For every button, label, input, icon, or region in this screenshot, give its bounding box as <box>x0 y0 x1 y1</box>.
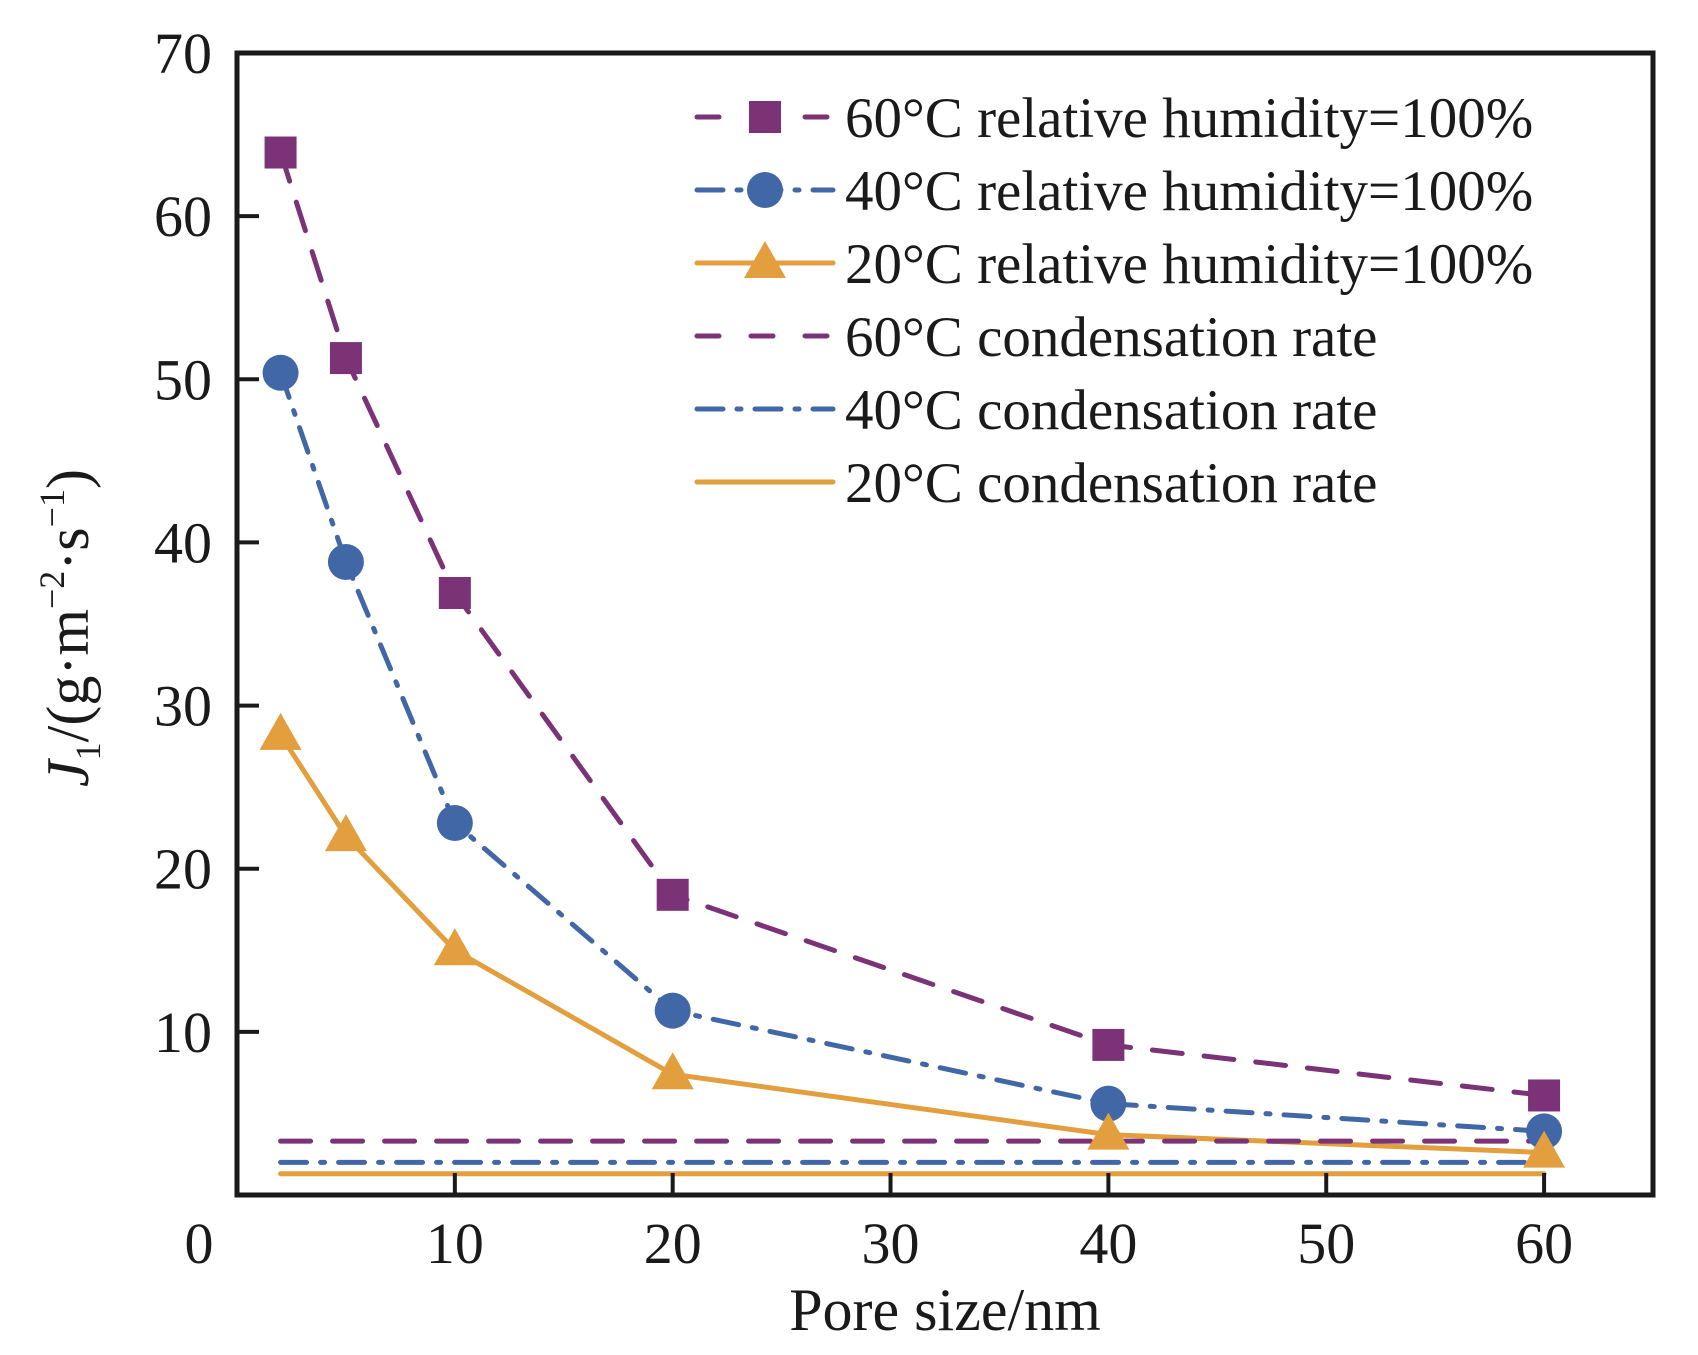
legend-item-20c-condensation-rate: 20°C condensation rate <box>694 452 1377 515</box>
legend-item-20c-relative-humidity-100: 20°C relative humidity=100% <box>694 233 1533 296</box>
legend-label: 60°C relative humidity=100% <box>845 87 1533 150</box>
legend-marker-square-icon <box>749 101 781 133</box>
y-axis-units-prefix: /(g·m <box>35 609 101 742</box>
y-axis-units-mid: ·s <box>35 527 101 570</box>
legend-marker-circle-icon <box>747 172 783 208</box>
data-point-40c-relative-humidity-100 <box>262 354 299 391</box>
data-point-60c-relative-humidity-100 <box>438 577 471 610</box>
data-point-20c-relative-humidity-100 <box>324 814 367 852</box>
legend-label: 20°C condensation rate <box>845 452 1377 515</box>
data-point-40c-relative-humidity-100 <box>436 805 473 842</box>
y-axis-units-suffix: ) <box>35 469 101 489</box>
legend-item-60c-relative-humidity-100: 60°C relative humidity=100% <box>694 87 1533 150</box>
legend: 60°C relative humidity=100% 40°C relative… <box>694 87 1533 515</box>
y-tick-label: 40 <box>154 510 212 575</box>
y-axis-symbol: J <box>35 758 101 787</box>
data-point-40c-relative-humidity-100 <box>654 992 691 1029</box>
legend-item-40c-condensation-rate: 40°C condensation rate <box>694 379 1377 442</box>
data-point-20c-relative-humidity-100 <box>259 712 302 750</box>
data-point-60c-relative-humidity-100 <box>1092 1028 1125 1061</box>
series-line-60c-relative-humidity-100 <box>278 150 1547 1098</box>
plot-frame <box>234 50 1656 1198</box>
y-axis-exp1: −2 <box>32 571 72 609</box>
data-point-20c-relative-humidity-100 <box>651 1052 694 1090</box>
data-point-60c-relative-humidity-100 <box>656 878 689 911</box>
y-tick-label: 30 <box>154 674 212 739</box>
y-tick-label: 50 <box>154 347 212 412</box>
x-tick-label: 40 <box>1079 1211 1137 1276</box>
data-point-60c-relative-humidity-100 <box>264 136 297 169</box>
data-point-20c-relative-humidity-100 <box>1523 1130 1566 1168</box>
data-point-20c-relative-humidity-100 <box>433 928 476 966</box>
x-tick-label: 50 <box>1297 1211 1355 1276</box>
x-tick-label: 60 <box>1515 1211 1573 1276</box>
x-tick-label: 20 <box>644 1211 702 1276</box>
legend-label: 20°C relative humidity=100% <box>845 233 1533 296</box>
y-axis-title: J1/(g·m−2·s−1) <box>32 469 108 787</box>
y-tick-label: 10 <box>154 1000 212 1065</box>
x-tick-label: 30 <box>862 1211 920 1276</box>
data-point-40c-relative-humidity-100 <box>1090 1085 1127 1122</box>
legend-item-40c-relative-humidity-100: 40°C relative humidity=100% <box>694 160 1533 223</box>
data-point-60c-relative-humidity-100 <box>329 342 362 375</box>
legend-label: 40°C relative humidity=100% <box>845 160 1533 223</box>
legend-marker-triangle-icon <box>744 241 786 278</box>
x-ticks: 0 10 20 30 40 50 60 <box>185 1173 1573 1276</box>
x-axis-title: Pore size/nm <box>789 1277 1101 1343</box>
legend-item-60c-condensation-rate: 60°C condensation rate <box>694 306 1377 369</box>
legend-label: 60°C condensation rate <box>845 306 1377 369</box>
x-tick-label: 10 <box>426 1211 484 1276</box>
y-tick-label: 70 <box>154 21 212 86</box>
data-point-60c-relative-humidity-100 <box>1528 1079 1561 1112</box>
y-tick-label: 20 <box>154 837 212 902</box>
x-tick-label: 0 <box>185 1211 214 1276</box>
y-tick-label: 60 <box>154 184 212 249</box>
plot-markers <box>259 136 1566 1168</box>
y-axis-subscript: 1 <box>68 742 108 760</box>
y-ticks: 10 20 30 40 50 60 70 <box>154 21 259 1065</box>
series-line-40c-relative-humidity-100 <box>278 370 1547 1134</box>
y-axis-exp2: −1 <box>32 489 72 527</box>
series-line-20c-relative-humidity-100 <box>278 732 1547 1156</box>
data-point-20c-relative-humidity-100 <box>1087 1112 1130 1150</box>
legend-label: 40°C condensation rate <box>845 379 1377 442</box>
plot-lines <box>278 150 1547 1177</box>
data-point-40c-relative-humidity-100 <box>327 544 364 581</box>
